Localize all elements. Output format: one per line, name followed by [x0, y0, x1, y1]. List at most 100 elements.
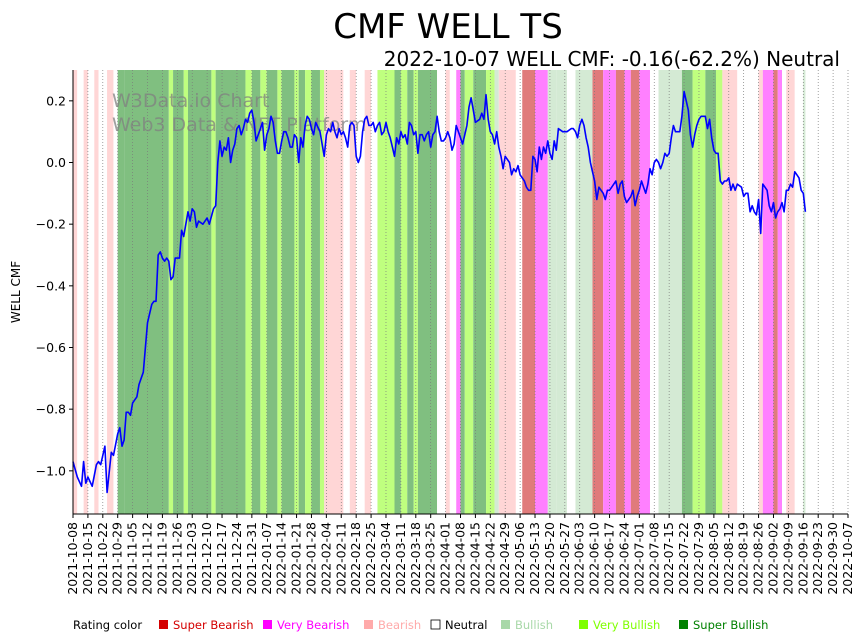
rating-band-1	[77, 70, 84, 514]
x-tick-label: 2022-05-27	[557, 522, 572, 595]
cmf-line-0	[72, 90, 807, 494]
rating-band-12	[183, 70, 188, 514]
x-tick-label: 2022-03-11	[393, 522, 408, 595]
rating-band-42	[456, 70, 461, 514]
rating-band-11	[173, 70, 184, 514]
rating-band-56	[592, 70, 604, 514]
y-tick-label: −0.6	[36, 340, 66, 355]
rating-band-34	[394, 70, 401, 514]
rating-band-76	[786, 70, 795, 514]
x-tick-label: 2022-06-24	[616, 522, 631, 595]
x-tick-label: 2022-05-13	[527, 522, 542, 595]
rating-band-31	[364, 70, 372, 514]
x-tick-label: 2021-11-05	[125, 522, 140, 595]
x-tick-label: 2022-03-04	[378, 522, 393, 595]
x-tick-label: 2021-10-22	[95, 522, 110, 595]
rating-band-45	[473, 70, 487, 514]
chart-subtitle: 2022-10-07 WELL CMF: -0.16(-62.2%) Neutr…	[384, 47, 840, 71]
rating-band-27	[324, 70, 344, 514]
x-tick-label: 2022-06-03	[572, 522, 587, 595]
rating-band-14	[211, 70, 216, 514]
x-tick-label: 2022-06-17	[602, 522, 617, 595]
y-tick-label: −0.4	[36, 278, 66, 293]
x-tick-label: 2022-02-11	[333, 522, 348, 595]
rating-band-39	[437, 70, 446, 514]
rating-band-73	[773, 70, 778, 514]
rating-band-38	[417, 70, 438, 514]
x-tick-label: 2021-12-10	[199, 522, 214, 595]
x-ticks: 2021-10-08 2021-10-15 2021-10-22 2021-10-29…	[65, 514, 855, 595]
x-tick-label: 2021-10-15	[80, 522, 95, 595]
x-tick-label: 2022-04-15	[467, 522, 482, 595]
legend-swatch	[159, 620, 168, 629]
x-tick-label: 2022-05-20	[542, 522, 557, 595]
x-tick-label: 2022-04-29	[497, 522, 512, 595]
x-tick-label: 2022-01-28	[303, 522, 318, 595]
rating-band-51	[535, 70, 548, 514]
rating-band-35	[400, 70, 408, 514]
rating-band-13	[187, 70, 212, 514]
rating-band-77	[794, 70, 804, 514]
rating-band-67	[715, 70, 723, 514]
legend-label: Very Bullish	[593, 618, 660, 632]
rating-band-24	[305, 70, 312, 514]
rating-band-54	[566, 70, 576, 514]
rating-band-20	[277, 70, 282, 514]
rating-band-75	[781, 70, 787, 514]
x-tick-label: 2022-07-29	[691, 522, 706, 595]
series-group	[72, 90, 807, 494]
legend-label: Very Bearish	[277, 618, 349, 632]
y-tick-label: −1.0	[36, 463, 66, 478]
rating-band-21	[281, 70, 295, 514]
y-ticks: 0.2 0.0 −0.2 −0.4 −0.6 −0.8 −1.0	[36, 93, 73, 478]
rating-band-26	[319, 70, 325, 514]
rating-band-58	[615, 70, 625, 514]
rating-band-6	[107, 70, 114, 514]
legend-label: Super Bullish	[693, 618, 768, 632]
x-tick-label: 2022-08-19	[736, 522, 751, 595]
legend-swatch	[579, 620, 588, 629]
y-tick-label: −0.8	[36, 402, 66, 417]
x-tick-label: 2021-11-26	[169, 522, 184, 595]
legend-swatch	[263, 620, 272, 629]
x-tick-label: 2022-09-02	[765, 522, 780, 595]
chart-title: CMF WELL TS	[333, 7, 563, 47]
rating-band-25	[311, 70, 320, 514]
x-tick-label: 2022-09-23	[810, 522, 825, 595]
x-tick-label: 2021-12-24	[229, 522, 244, 595]
rating-band-59	[624, 70, 631, 514]
rating-band-0	[73, 70, 78, 514]
rating-band-44	[464, 70, 474, 514]
rating-band-53	[556, 70, 567, 514]
rating-band-43	[460, 70, 465, 514]
x-tick-label: 2021-12-17	[214, 522, 229, 595]
legend-label: Bullish	[515, 618, 553, 632]
watermark-line-1: W3Data.io Chart	[112, 90, 269, 112]
x-tick-label: 2022-08-12	[721, 522, 736, 595]
x-tick-label: 2022-04-22	[482, 522, 497, 595]
x-tick-label: 2022-09-09	[780, 522, 795, 595]
x-tick-label: 2022-02-18	[348, 522, 363, 595]
x-tick-label: 2022-02-04	[318, 522, 333, 595]
rating-band-17	[251, 70, 261, 514]
rating-band-63	[658, 70, 682, 514]
y-axis-label: WELL CMF	[9, 261, 23, 323]
x-tick-label: 2022-04-01	[438, 522, 453, 595]
legend: Rating color Super Bearish Very Bearish Bea…	[73, 618, 768, 632]
x-tick-label: 2022-07-01	[631, 522, 646, 595]
rating-band-74	[777, 70, 782, 514]
x-tick-label: 2022-04-08	[453, 522, 468, 595]
x-tick-label: 2022-03-25	[423, 522, 438, 595]
x-tick-label: 2022-07-08	[646, 522, 661, 595]
x-tick-label: 2022-03-18	[408, 522, 423, 595]
y-tick-label: −0.2	[36, 217, 66, 232]
legend-swatch	[430, 619, 441, 630]
y-tick-label: 0.2	[46, 93, 66, 108]
x-tick-label: 2022-09-16	[795, 522, 810, 595]
rating-band-68	[722, 70, 738, 514]
rating-band-78	[803, 70, 806, 514]
legend-swatch	[679, 620, 688, 629]
rating-band-16	[245, 70, 252, 514]
rating-band-40	[445, 70, 450, 514]
